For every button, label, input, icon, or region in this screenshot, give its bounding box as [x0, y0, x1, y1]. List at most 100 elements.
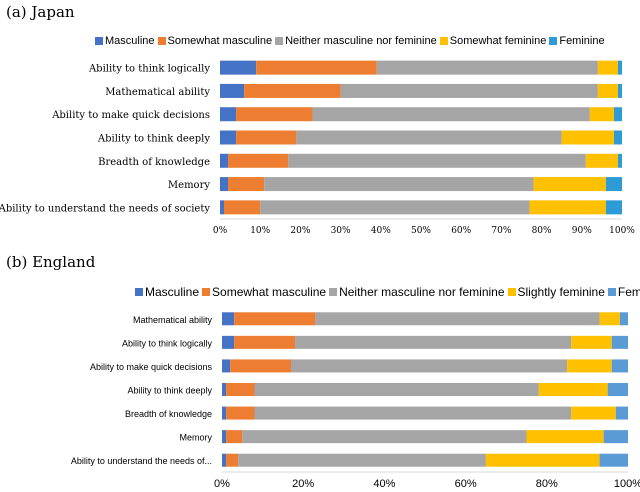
bar-segment [561, 130, 614, 145]
legend-swatch [275, 37, 284, 45]
bar-segment [228, 153, 289, 168]
bar-segment [599, 453, 628, 467]
bar-segment [244, 83, 341, 98]
category-label: Mathematical ability [133, 315, 213, 325]
legend-label: Feminine [617, 285, 640, 299]
legend-label: Somewhat feminine [449, 35, 547, 47]
x-tick-label: 100% [609, 226, 635, 236]
bar-segment [613, 107, 622, 122]
x-tick-label: 80% [532, 226, 552, 236]
legend-label: Masculine [145, 285, 200, 299]
legend-label: Slightly feminine [517, 285, 605, 299]
bar-segment [256, 60, 377, 75]
legend-swatch [329, 288, 338, 296]
bar-segment [222, 359, 231, 373]
chart-b-title: (b) England [6, 253, 96, 271]
bar-segment [236, 107, 313, 122]
bar-segment [526, 430, 604, 444]
category-label: Ability to understand the needs of socie… [0, 203, 210, 214]
bar-segment [597, 83, 618, 98]
bar-segment [617, 83, 622, 98]
legend-swatch [607, 288, 616, 296]
legend-swatch [202, 288, 211, 296]
bar-segment [291, 359, 568, 373]
bar-segment [254, 383, 539, 396]
legend-swatch [135, 288, 143, 296]
x-tick-label: 50% [411, 226, 431, 236]
x-tick-label: 40% [373, 478, 395, 490]
bar-segment [222, 383, 227, 396]
x-tick-label: 0% [214, 478, 230, 490]
bar-segment [234, 312, 316, 326]
bar-segment [238, 453, 486, 467]
chart-b-legend: Masculine Somewhat masculine Neither mascu… [135, 285, 640, 299]
bar-segment [220, 130, 237, 145]
legend-swatch [507, 288, 516, 296]
legend-label: Neither masculine nor feminine [285, 35, 437, 47]
bar-segment [220, 177, 229, 192]
legend-item: Feminine [549, 35, 605, 47]
legend-item: Somewhat feminine [439, 35, 547, 47]
x-tick-label: 40% [371, 226, 391, 236]
bar-segment [607, 383, 628, 396]
bar-segment [296, 130, 562, 145]
bar-segment [220, 83, 245, 98]
x-tick-label: 20% [290, 226, 310, 236]
x-tick-label: 100% [614, 478, 640, 490]
x-tick-label: 70% [491, 226, 511, 236]
bar-segment [605, 200, 622, 215]
bar-segment [260, 200, 530, 215]
bar-segment [589, 107, 614, 122]
chart-a: Ability to think logically Mathematical a… [0, 60, 635, 236]
bar-segment [619, 312, 628, 326]
bar-segment [288, 153, 586, 168]
legend-swatch [439, 37, 448, 45]
legend-item: Masculine [135, 285, 199, 299]
bar-segment [605, 177, 622, 192]
legend-label: Masculine [105, 35, 155, 47]
bar-segment [613, 130, 622, 145]
bar-segment [220, 200, 225, 215]
legend-item: Masculine [95, 35, 155, 47]
bar-segment [242, 430, 527, 444]
legend-item: Somewhat masculine [202, 285, 326, 299]
legend-item: Somewhat masculine [157, 35, 273, 47]
category-label: Ability to make quick decisions [51, 110, 210, 121]
bar-segment [228, 177, 265, 192]
legend-item: Slightly feminine [507, 285, 605, 299]
chart-b: Mathematical ability Ability to think log… [71, 312, 640, 490]
legend-swatch [549, 37, 558, 45]
bar-segment [611, 359, 628, 373]
x-tick-label: 90% [572, 226, 592, 236]
legend-label: Somewhat masculine [212, 285, 327, 299]
category-label: Memory [168, 180, 210, 191]
bar-segment [599, 312, 620, 326]
legend-item: Neither masculine nor feminine [329, 285, 505, 299]
legend-label: Feminine [559, 35, 605, 47]
x-tick-label: 0% [213, 226, 228, 236]
bar-segment [315, 312, 600, 326]
bar-segment [538, 383, 608, 396]
category-label: Ability to think logically [122, 338, 213, 348]
bar-segment [230, 359, 292, 373]
legend-label: Neither masculine nor feminine [339, 285, 505, 299]
bar-segment [611, 335, 628, 349]
bar-segment [222, 335, 235, 349]
bar-segment [264, 177, 534, 192]
bar-segment [597, 60, 618, 75]
category-label: Breadth of knowledge [125, 409, 212, 419]
bar-segment [615, 406, 628, 420]
category-label: Memory [179, 433, 212, 443]
bar-segment [376, 60, 598, 75]
category-label: Breadth of knowledge [98, 157, 210, 168]
legend-label: Somewhat masculine [167, 35, 273, 47]
bar-segment [220, 153, 229, 168]
bar-segment [529, 200, 606, 215]
x-tick-label: 60% [455, 478, 477, 490]
x-tick-label: 80% [536, 478, 558, 490]
bar-segment [224, 200, 261, 215]
category-label: Mathematical ability [105, 87, 210, 98]
x-tick-label: 20% [292, 478, 314, 490]
legend-item: Feminine [607, 285, 640, 299]
